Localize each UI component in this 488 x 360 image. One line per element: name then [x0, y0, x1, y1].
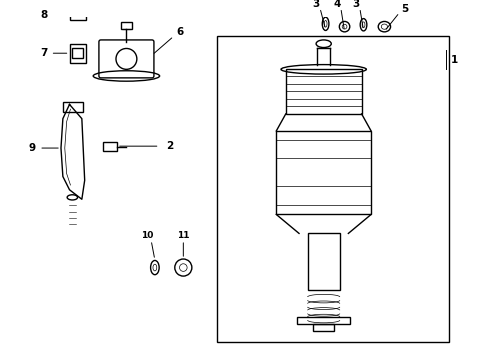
Text: 1: 1: [450, 55, 457, 65]
Text: 11: 11: [177, 231, 189, 240]
Text: 4: 4: [333, 0, 340, 9]
Bar: [285, 69, 361, 114]
Text: 5: 5: [401, 4, 408, 14]
Bar: [276, 131, 370, 215]
Text: 10: 10: [141, 231, 153, 240]
Bar: [102, 142, 117, 151]
Bar: [69, 44, 85, 63]
Text: 6: 6: [176, 27, 183, 37]
Bar: [121, 22, 132, 28]
Bar: [63, 102, 82, 112]
Bar: [307, 233, 339, 290]
Bar: [216, 36, 448, 342]
Text: 8: 8: [40, 10, 47, 20]
Text: 3: 3: [312, 0, 319, 9]
Text: 7: 7: [40, 48, 47, 58]
Text: 9: 9: [28, 143, 35, 153]
Bar: [313, 324, 333, 331]
Text: 3: 3: [351, 0, 359, 9]
Text: 2: 2: [166, 141, 173, 151]
Bar: [72, 49, 82, 58]
Bar: [297, 317, 349, 324]
Bar: [69, 8, 85, 20]
